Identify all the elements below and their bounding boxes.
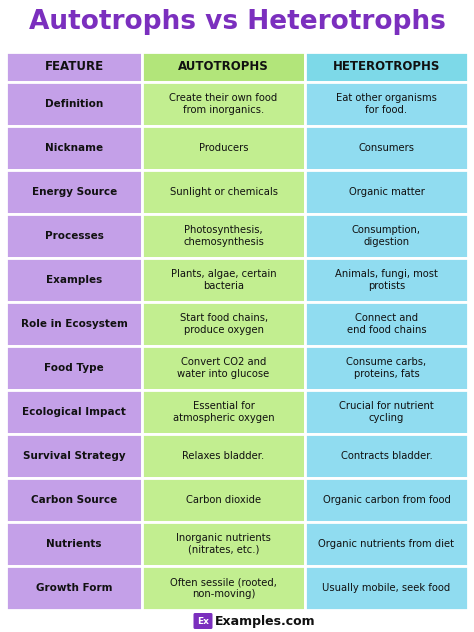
Bar bbox=[142, 170, 305, 214]
Bar bbox=[6, 478, 142, 522]
Text: Consumption,
digestion: Consumption, digestion bbox=[352, 225, 421, 247]
Text: Examples: Examples bbox=[46, 275, 102, 285]
Text: Organic carbon from food: Organic carbon from food bbox=[322, 495, 450, 505]
Text: Nutrients: Nutrients bbox=[46, 539, 102, 549]
Bar bbox=[305, 522, 468, 566]
Text: FEATURE: FEATURE bbox=[45, 61, 104, 73]
Bar bbox=[142, 390, 305, 434]
Text: Usually mobile, seek food: Usually mobile, seek food bbox=[322, 583, 451, 593]
Bar bbox=[305, 258, 468, 302]
FancyBboxPatch shape bbox=[193, 613, 212, 629]
Text: Autotrophs vs Heterotrophs: Autotrophs vs Heterotrophs bbox=[28, 9, 446, 35]
Text: Plants, algae, certain
bacteria: Plants, algae, certain bacteria bbox=[171, 269, 276, 291]
Bar bbox=[142, 214, 305, 258]
Text: Contracts bladder.: Contracts bladder. bbox=[341, 451, 432, 461]
Bar bbox=[305, 82, 468, 126]
Bar bbox=[6, 258, 142, 302]
Text: Inorganic nutrients
(nitrates, etc.): Inorganic nutrients (nitrates, etc.) bbox=[176, 533, 271, 555]
Text: Energy Source: Energy Source bbox=[31, 187, 117, 197]
Bar bbox=[142, 126, 305, 170]
Text: Create their own food
from inorganics.: Create their own food from inorganics. bbox=[170, 93, 278, 115]
Text: Photosynthesis,
chemosynthesis: Photosynthesis, chemosynthesis bbox=[183, 225, 264, 247]
Text: Essential for
atmospheric oxygen: Essential for atmospheric oxygen bbox=[173, 401, 274, 423]
Bar bbox=[305, 170, 468, 214]
Text: Ex: Ex bbox=[197, 616, 209, 626]
Bar bbox=[6, 170, 142, 214]
Bar bbox=[142, 302, 305, 346]
Bar bbox=[6, 214, 142, 258]
Text: Organic nutrients from diet: Organic nutrients from diet bbox=[319, 539, 455, 549]
Bar bbox=[142, 522, 305, 566]
Bar bbox=[142, 258, 305, 302]
Bar bbox=[6, 82, 142, 126]
Text: Eat other organisms
for food.: Eat other organisms for food. bbox=[336, 93, 437, 115]
Bar bbox=[305, 390, 468, 434]
Text: Crucial for nutrient
cycling: Crucial for nutrient cycling bbox=[339, 401, 434, 423]
Bar bbox=[142, 478, 305, 522]
Text: Producers: Producers bbox=[199, 143, 248, 153]
Text: Ecological Impact: Ecological Impact bbox=[22, 407, 126, 417]
Bar bbox=[305, 434, 468, 478]
Text: Often sessile (rooted,
non-moving): Often sessile (rooted, non-moving) bbox=[170, 577, 277, 599]
Bar bbox=[6, 566, 142, 610]
Bar bbox=[6, 346, 142, 390]
Text: Relaxes bladder.: Relaxes bladder. bbox=[182, 451, 264, 461]
Bar bbox=[6, 52, 142, 82]
Text: HETEROTROPHS: HETEROTROPHS bbox=[333, 61, 440, 73]
Bar bbox=[6, 302, 142, 346]
Text: Organic matter: Organic matter bbox=[348, 187, 424, 197]
Text: Consume carbs,
proteins, fats: Consume carbs, proteins, fats bbox=[346, 357, 427, 379]
Bar bbox=[305, 52, 468, 82]
Text: Food Type: Food Type bbox=[44, 363, 104, 373]
Bar bbox=[6, 390, 142, 434]
Bar bbox=[142, 346, 305, 390]
Bar bbox=[142, 434, 305, 478]
Text: Processes: Processes bbox=[45, 231, 104, 241]
Text: Nickname: Nickname bbox=[45, 143, 103, 153]
Text: Definition: Definition bbox=[45, 99, 103, 109]
Bar bbox=[305, 126, 468, 170]
Bar bbox=[6, 434, 142, 478]
Bar bbox=[305, 302, 468, 346]
Bar bbox=[305, 214, 468, 258]
Text: Sunlight or chemicals: Sunlight or chemicals bbox=[170, 187, 278, 197]
Text: Survival Strategy: Survival Strategy bbox=[23, 451, 126, 461]
Bar bbox=[305, 346, 468, 390]
Text: Animals, fungi, most
protists: Animals, fungi, most protists bbox=[335, 269, 438, 291]
Bar bbox=[6, 126, 142, 170]
Bar bbox=[142, 82, 305, 126]
Text: Growth Form: Growth Form bbox=[36, 583, 112, 593]
Text: AUTOTROPHS: AUTOTROPHS bbox=[178, 61, 269, 73]
Text: Start food chains,
produce oxygen: Start food chains, produce oxygen bbox=[180, 313, 268, 335]
Bar bbox=[142, 52, 305, 82]
Text: Role in Ecosystem: Role in Ecosystem bbox=[21, 319, 128, 329]
Bar bbox=[305, 478, 468, 522]
Text: Carbon dioxide: Carbon dioxide bbox=[186, 495, 261, 505]
Bar bbox=[305, 566, 468, 610]
Text: Carbon Source: Carbon Source bbox=[31, 495, 117, 505]
Text: Examples.com: Examples.com bbox=[215, 614, 316, 628]
Text: Convert CO2 and
water into glucose: Convert CO2 and water into glucose bbox=[177, 357, 270, 379]
Text: Connect and
end food chains: Connect and end food chains bbox=[346, 313, 426, 335]
Bar bbox=[142, 566, 305, 610]
Text: Consumers: Consumers bbox=[358, 143, 414, 153]
Bar bbox=[6, 522, 142, 566]
